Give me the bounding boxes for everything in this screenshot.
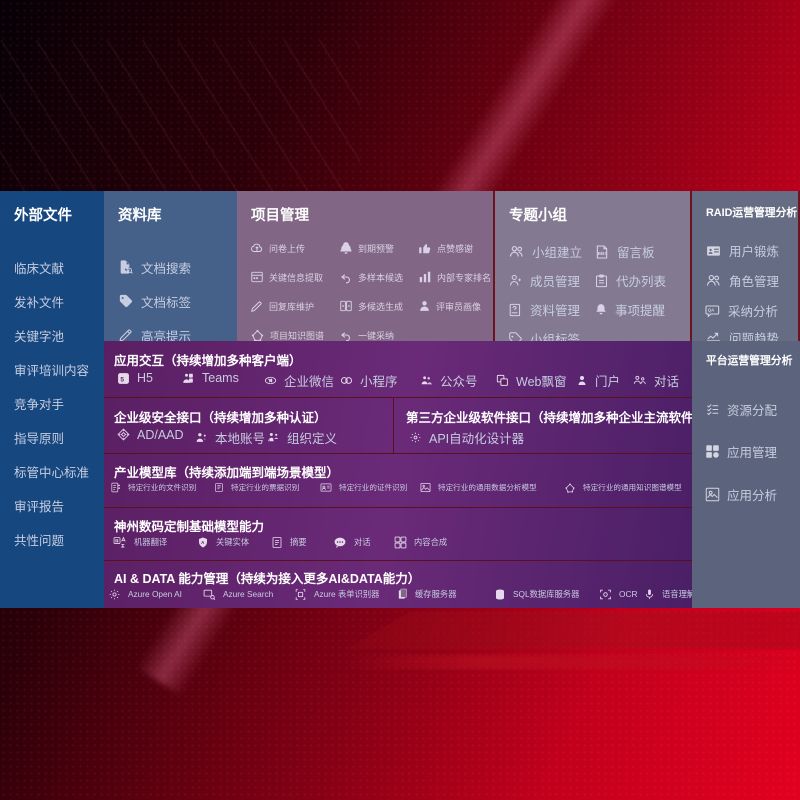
svg-text:QA: QA (708, 307, 715, 312)
svg-text:5: 5 (120, 376, 124, 383)
svg-text:BBS: BBS (598, 251, 608, 256)
svg-text:译: 译 (115, 538, 119, 543)
